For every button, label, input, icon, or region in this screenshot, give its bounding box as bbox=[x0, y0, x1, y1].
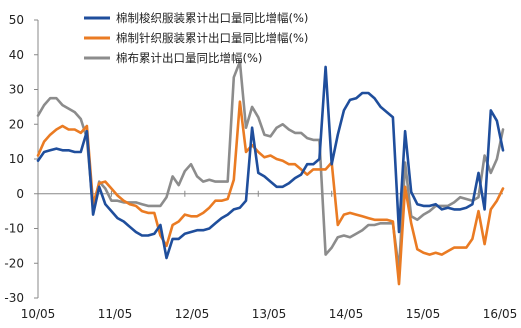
y-tick-label: 50 bbox=[9, 13, 24, 27]
x-tick-label: 16/05 bbox=[483, 307, 518, 321]
x-tick-label: 12/05 bbox=[175, 307, 210, 321]
axes-layer: 50 40 30 20 10 0 -10 -20 -30 10/05 11/05 12/05 13/05… bbox=[4, 13, 517, 321]
y-tick-label: 0 bbox=[16, 187, 24, 201]
series-line-1 bbox=[36, 65, 505, 260]
series-layer bbox=[36, 60, 505, 286]
legend: 棉制梭织服装累计出口量同比增幅(%) 棉制针织服装累计出口量同比增幅(%) 棉布累计… bbox=[84, 11, 308, 65]
x-tick-label: 10/05 bbox=[21, 307, 56, 321]
legend-label-2: 棉制针织服装累计出口量同比增幅(%) bbox=[116, 31, 308, 45]
y-tick-label: -10 bbox=[4, 222, 24, 236]
series-line-2 bbox=[36, 100, 505, 286]
series-line-3 bbox=[36, 60, 505, 272]
y-tick-label: -20 bbox=[4, 256, 24, 270]
legend-label-3: 棉布累计出口量同比增幅(%) bbox=[116, 51, 262, 65]
y-tick-label: 40 bbox=[9, 48, 24, 62]
legend-label-1: 棉制梭织服装累计出口量同比增幅(%) bbox=[116, 11, 308, 25]
y-tick-label: 20 bbox=[9, 117, 24, 131]
x-tick-label: 13/05 bbox=[252, 307, 287, 321]
x-tick-label: 15/05 bbox=[406, 307, 441, 321]
y-tick-label: -30 bbox=[4, 291, 24, 305]
x-tick-label: 14/05 bbox=[329, 307, 364, 321]
x-tick-label: 11/05 bbox=[98, 307, 133, 321]
y-tick-label: 30 bbox=[9, 83, 24, 97]
y-tick-label: 10 bbox=[9, 152, 24, 166]
